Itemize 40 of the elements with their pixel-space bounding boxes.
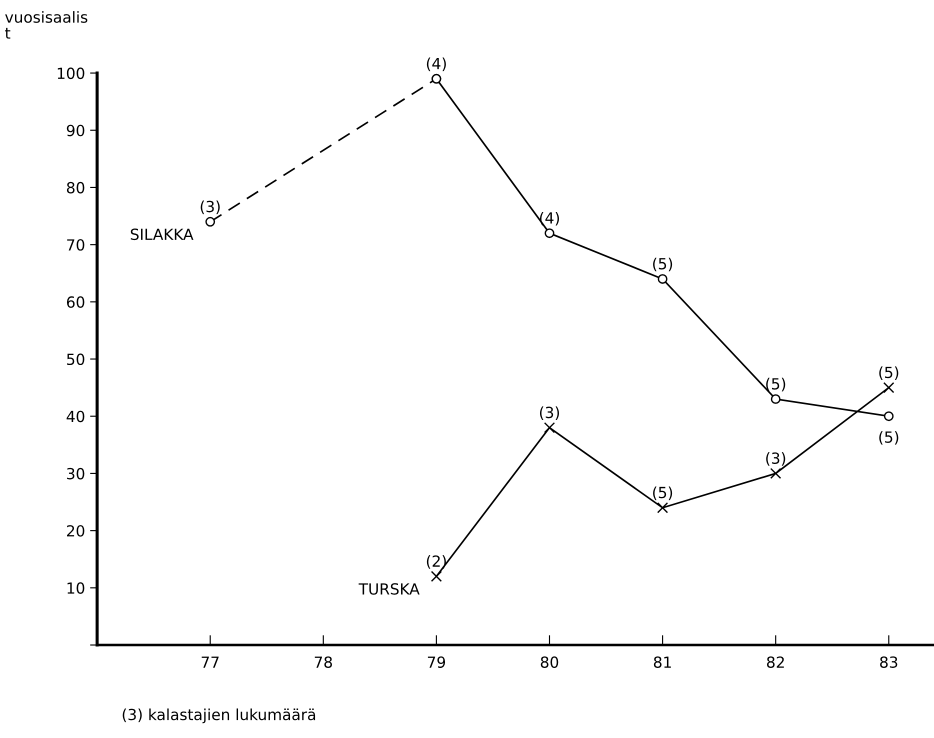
x-tick-label: 80 [540, 656, 558, 668]
point [544, 422, 556, 434]
point [430, 570, 442, 582]
y-tick-label: 90 [66, 124, 84, 136]
annotation: (5) [879, 431, 898, 445]
x-tick-label: 83 [880, 656, 898, 668]
text: (3) kalastajien lukumäärä [122, 708, 316, 724]
annotation: (3) [540, 406, 559, 420]
point [658, 274, 668, 284]
annotation: (4) [426, 58, 446, 72]
y-tick-label: 40 [66, 410, 84, 422]
y-tick-label: 20 [67, 525, 84, 537]
point [770, 468, 782, 479]
annotation: (5) [879, 366, 898, 380]
y-tick-label: 30 [67, 468, 84, 480]
annotation: (5) [653, 258, 672, 272]
y-tick-label: 60 [66, 296, 84, 308]
x-tick-label: 81 [654, 656, 671, 668]
y-tick-label: 50 [67, 354, 84, 366]
point [205, 216, 216, 227]
y-tick-label: 10 [68, 582, 84, 594]
y-tick-label: 80 [66, 182, 84, 194]
point [544, 228, 554, 238]
y-tick-label: 70 [67, 239, 84, 251]
point [657, 502, 668, 514]
annotation: (5) [766, 378, 786, 392]
x-tick-label: 79 [428, 656, 446, 668]
point [770, 394, 781, 404]
x-tick-label: 77 [202, 656, 219, 668]
y-axis-title: vuosisaalis t [5, 11, 88, 39]
point [883, 382, 894, 394]
point [884, 411, 894, 422]
series-label: SILAKKA [130, 228, 194, 240]
annotation: (5) [653, 486, 672, 500]
x-tick-label: 82 [766, 656, 784, 668]
y-tick-label: 100 [58, 68, 84, 80]
x-tick-label: 78 [314, 656, 332, 668]
series-label: TURSKA [358, 583, 420, 595]
annotation: (3) [766, 452, 786, 466]
annotation: (3) [200, 200, 220, 214]
